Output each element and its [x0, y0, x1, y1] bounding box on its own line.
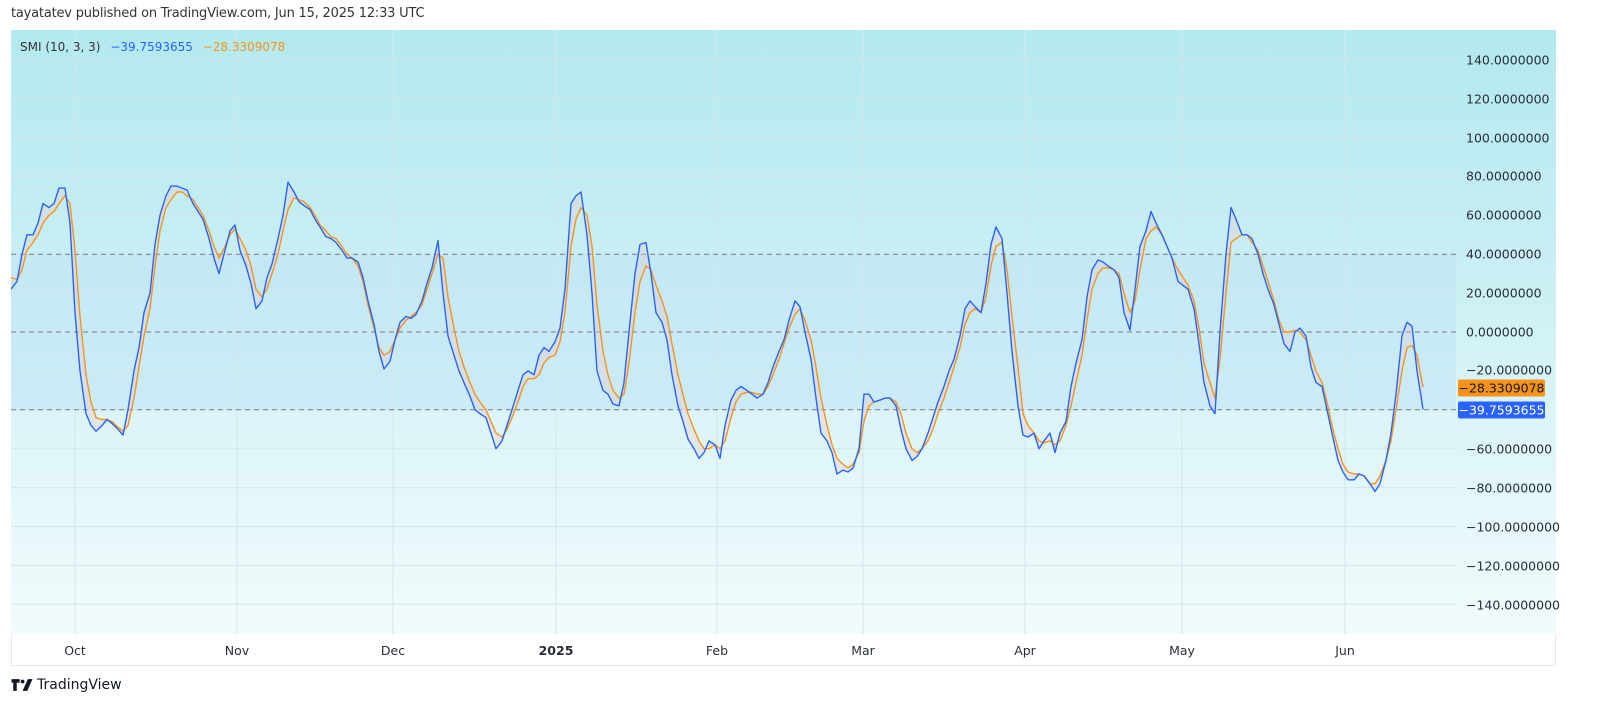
x-label: Apr [1014, 643, 1036, 658]
y-label: −120.0000000 [1466, 558, 1560, 574]
tradingview-footer[interactable]: TradingView [11, 677, 122, 693]
y-label: −20.0000000 [1466, 362, 1553, 378]
y-label: 100.0000000 [1466, 130, 1550, 146]
indicator-legend[interactable]: SMI (10, 3, 3) −39.7593655 −28.3309078 [20, 40, 291, 54]
x-label: Mar [851, 643, 875, 658]
indicator-name: SMI (10, 3, 3) [20, 40, 101, 54]
plot-area[interactable] [11, 30, 1556, 634]
y-label: 40.0000000 [1466, 246, 1542, 262]
y-label: 80.0000000 [1466, 168, 1542, 184]
y-label: 140.0000000 [1466, 52, 1550, 68]
y-label: −140.0000000 [1466, 597, 1560, 613]
signal-line [11, 191, 1424, 485]
smi-line [11, 181, 1424, 493]
y-label: 20.0000000 [1466, 285, 1542, 301]
y-label: 0.0000000 [1466, 324, 1534, 340]
x-label: Oct [64, 643, 86, 658]
x-label: Jun [1335, 643, 1355, 658]
y-label: 120.0000000 [1466, 91, 1550, 107]
y-label: −100.0000000 [1466, 519, 1560, 535]
brand-name: TradingView [37, 677, 122, 693]
x-label-year: 2025 [538, 643, 574, 658]
x-label: Dec [380, 643, 406, 658]
x-label: May [1169, 643, 1195, 658]
smi-chart[interactable] [11, 30, 1556, 634]
publish-header: tayatatev published on TradingView.com, … [11, 6, 425, 21]
y-label: −80.0000000 [1466, 480, 1553, 496]
signal-value: −28.3309078 [202, 40, 286, 54]
y-label: −60.0000000 [1466, 441, 1553, 457]
signal-price-badge: −28.3309078 [1458, 379, 1545, 397]
smi-price-badge: −39.7593655 [1458, 401, 1545, 419]
smi-value: −39.7593655 [110, 40, 193, 54]
x-label: Feb [705, 643, 729, 658]
x-label: Nov [224, 643, 250, 658]
tradingview-logo-icon [11, 679, 33, 691]
y-label: 60.0000000 [1466, 207, 1542, 223]
